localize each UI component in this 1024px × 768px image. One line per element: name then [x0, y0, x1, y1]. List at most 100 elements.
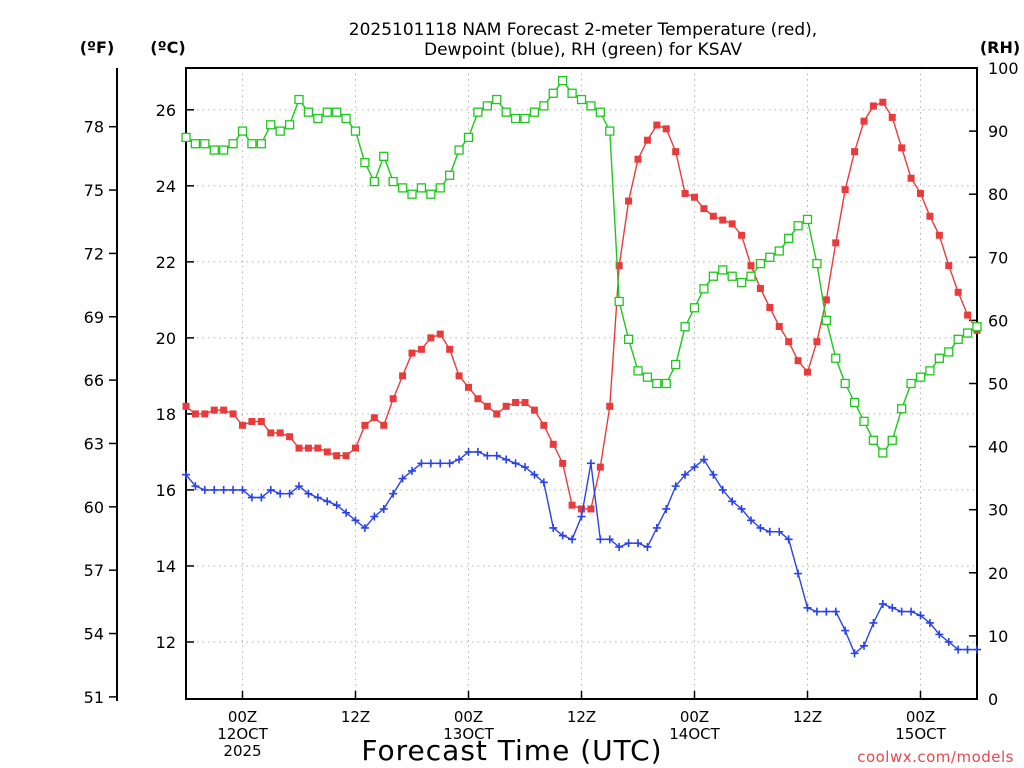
rh-point [944, 347, 954, 357]
dewpoint-point [342, 508, 351, 517]
temperature-point [643, 136, 651, 144]
rh-point [190, 139, 201, 149]
fahrenheit-tick-label: 69 [84, 308, 104, 327]
rh-tick-label: 10 [988, 627, 1008, 646]
dewpoint-point [624, 539, 633, 548]
temperature-point [587, 505, 595, 513]
temperature-point [869, 102, 877, 110]
dewpoint-point [229, 485, 238, 494]
temperature-point [615, 262, 623, 270]
celsius-tick-label: 18 [156, 405, 176, 424]
rh-point [416, 183, 427, 193]
rh-point [906, 378, 916, 389]
rh-point [548, 88, 558, 98]
rh-point [181, 132, 191, 143]
temperature-point [596, 463, 604, 471]
dewpoint-point [699, 455, 708, 464]
dewpoint-point [652, 523, 661, 532]
rh-point [671, 359, 681, 370]
x-axis-label: Forecast Time (UTC) [361, 734, 662, 767]
rh-point [463, 132, 474, 143]
rh-point [445, 170, 455, 180]
x-tick-label: 12Z [341, 708, 370, 726]
temperature-point [446, 345, 454, 353]
dewpoint-point [634, 539, 642, 548]
rh-point [642, 372, 653, 382]
rh-point [313, 113, 323, 124]
dewpoint-point [577, 512, 586, 521]
x-tick-label: 00Z [228, 708, 257, 726]
dewpoint-point [238, 485, 247, 494]
rh-point [322, 107, 332, 117]
x-tick-label: 2025 [223, 742, 261, 760]
rh-point [294, 94, 304, 105]
dewpoint-point [756, 523, 765, 532]
rh-tick-label: 60 [988, 311, 1008, 330]
dewpoint-point [417, 459, 426, 468]
rh-point [962, 328, 973, 338]
dewpoint-point [596, 535, 605, 544]
temperature-point [756, 284, 764, 292]
rh-point [887, 435, 897, 445]
x-tick-label: 12OCT [217, 725, 268, 743]
rh-point [209, 145, 219, 155]
temperature-point [926, 212, 934, 220]
temperature-point [935, 231, 943, 239]
rh-point [426, 189, 436, 199]
temperature-point [220, 406, 228, 414]
rh-point [275, 126, 285, 136]
rh-point [529, 107, 540, 117]
temperature-point [832, 239, 840, 247]
temperature-point [521, 399, 529, 407]
dewpoint-point [897, 607, 906, 616]
temperature-point [775, 322, 783, 330]
temperature-point [333, 452, 341, 460]
temperature-point [860, 117, 868, 125]
dewpoint-point [765, 527, 774, 536]
temperature-point [738, 231, 746, 239]
axes [109, 67, 978, 701]
temperature-point [342, 452, 350, 460]
temperature-point [239, 421, 246, 429]
data-series [181, 75, 982, 658]
temperature-point [502, 402, 510, 410]
rh-point [925, 366, 935, 376]
dewpoint-point [925, 618, 934, 627]
rh-point [784, 233, 794, 244]
temperature-point [257, 418, 265, 426]
temperature-point [578, 505, 585, 513]
temperature-point [841, 186, 849, 194]
dewpoint-point [370, 512, 379, 521]
rh-point [605, 126, 615, 136]
temperature-point [361, 421, 369, 429]
rh-point [303, 107, 314, 117]
dewpoint-point [483, 451, 492, 460]
celsius-tick-label: 14 [156, 557, 176, 576]
temperature-point [568, 501, 576, 509]
dewpoint-point [313, 493, 322, 502]
temperature-point [954, 288, 962, 296]
rh-point [237, 126, 248, 136]
temperature-point [879, 98, 887, 106]
rh-point [539, 101, 549, 111]
rh-tick-label: 40 [988, 438, 1008, 457]
temperature-point [728, 220, 736, 228]
chart-title-line1: 2025101118 NAM Forecast 2-meter Temperat… [349, 20, 817, 40]
temperature-point [606, 402, 614, 410]
dewpoint-point [878, 599, 887, 608]
dewpoint-point [219, 485, 228, 494]
rh-tick-label: 50 [988, 375, 1008, 394]
temperature-point [229, 410, 237, 418]
rh-point [576, 94, 587, 105]
temperature-point [804, 368, 811, 376]
temperature-point [530, 406, 538, 414]
temperature-point [474, 395, 482, 403]
chart-title-line2: Dewpoint (blue), RH (green) for KSAV [424, 40, 742, 60]
temperature-point [540, 421, 548, 429]
dewpoint-point [690, 463, 699, 472]
rh-point [595, 107, 605, 117]
dewpoint-point [332, 501, 341, 510]
x-tick-label: 00Z [454, 708, 483, 726]
temperature-point [672, 148, 680, 156]
